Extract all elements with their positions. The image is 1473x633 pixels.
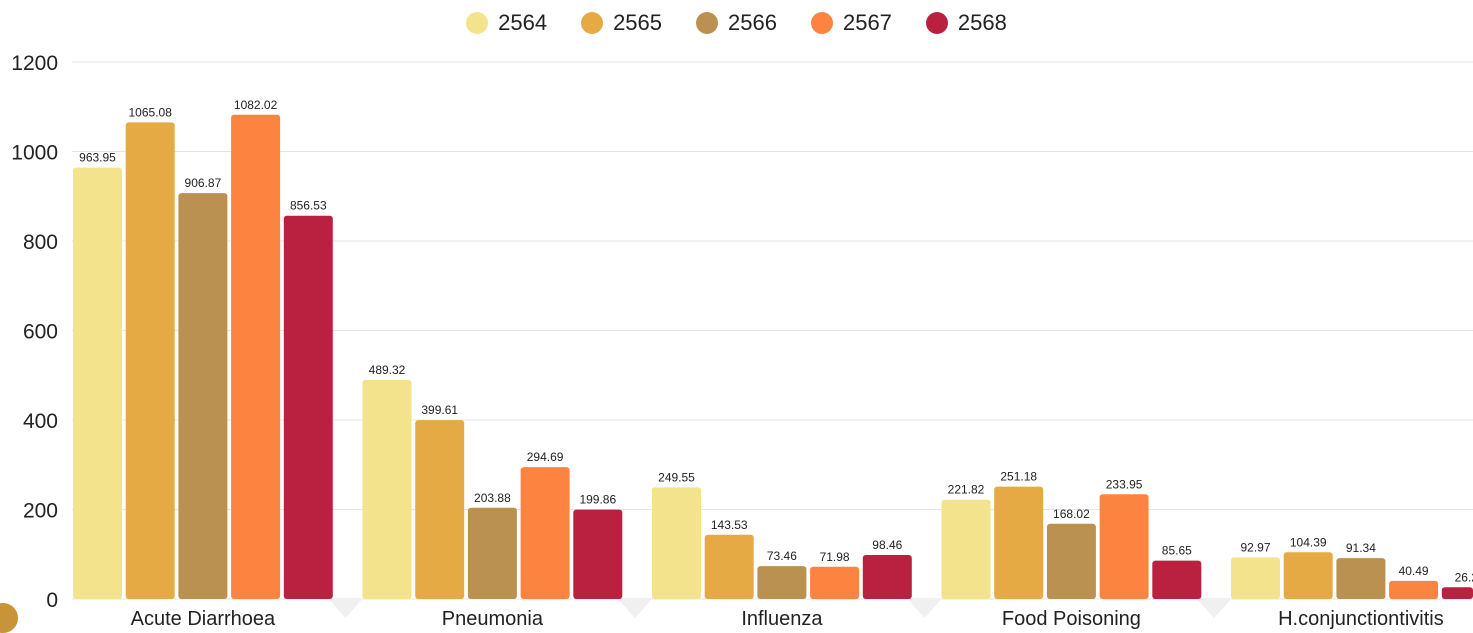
bar-2568-3 <box>1152 560 1202 599</box>
data-label-2565-0: 1065.08 <box>129 105 173 119</box>
data-label-2567-0: 1082.02 <box>234 98 278 112</box>
data-label-2564-1: 489.32 <box>369 363 406 377</box>
group-separator-chevron <box>618 599 652 618</box>
y-tick-label-400: 400 <box>23 410 58 433</box>
bar-2565-1 <box>415 420 465 599</box>
data-label-2568-4: 26.2 <box>1455 570 1473 584</box>
y-tick-label-200: 200 <box>23 500 58 523</box>
bar-2564-2 <box>652 487 701 599</box>
data-label-2566-4: 91.34 <box>1346 541 1376 555</box>
bar-2565-3 <box>994 486 1044 599</box>
bar-2564-4 <box>1231 557 1280 599</box>
legend-swatch-2566 <box>696 12 719 34</box>
bar-2566-1 <box>467 507 517 599</box>
x-category-label-2: Influenza <box>741 608 823 629</box>
data-label-2566-2: 73.46 <box>767 549 797 563</box>
data-label-2568-1: 199.86 <box>579 493 616 507</box>
y-tick-label-1200: 1200 <box>11 52 58 75</box>
bar-2568-1 <box>573 509 623 599</box>
bar-2566-4 <box>1336 558 1386 599</box>
y-tick-label-600: 600 <box>23 321 58 344</box>
bar-2567-3 <box>1099 494 1149 599</box>
data-label-2567-3: 233.95 <box>1106 477 1143 491</box>
data-label-2567-2: 71.98 <box>820 550 850 564</box>
legend-item-2564[interactable]: 2564 <box>466 10 547 36</box>
y-tick-label-800: 800 <box>23 231 58 254</box>
legend-item-2567[interactable]: 2567 <box>810 10 892 36</box>
bar-2565-2 <box>704 534 754 599</box>
bar-2567-0 <box>231 114 281 599</box>
data-label-2564-2: 249.55 <box>658 470 695 484</box>
data-label-2568-0: 856.53 <box>290 199 327 213</box>
bar-2568-4 <box>1441 587 1473 599</box>
y-tick-label-0: 0 <box>46 589 58 612</box>
legend-label-2568: 2568 <box>957 10 1007 35</box>
legend-label-2567: 2567 <box>842 10 892 35</box>
data-label-2568-3: 85.65 <box>1162 544 1192 558</box>
data-label-2566-3: 168.02 <box>1053 507 1090 521</box>
x-category-label-3: Food Poisoning <box>1002 608 1141 629</box>
bar-2568-0 <box>283 215 333 599</box>
legend-swatch-2568 <box>925 12 948 34</box>
y-tick-label-1000: 1000 <box>11 142 58 165</box>
legend-item-2568[interactable]: 2568 <box>925 10 1007 36</box>
bar-2564-0 <box>73 167 122 599</box>
x-category-label-1: Pneumonia <box>442 608 544 629</box>
bar-2566-3 <box>1046 523 1096 599</box>
data-label-2566-1: 203.88 <box>474 491 511 505</box>
legend-swatch-2564 <box>466 12 489 34</box>
legend-label-2564: 2564 <box>498 10 548 35</box>
bar-2565-4 <box>1283 552 1333 599</box>
data-label-2565-3: 251.18 <box>1000 470 1037 484</box>
bar-2564-1 <box>362 380 412 599</box>
data-label-2565-1: 399.61 <box>421 403 458 417</box>
data-label-2564-0: 963.95 <box>79 151 116 165</box>
data-label-2567-4: 40.49 <box>1399 564 1429 578</box>
legend-swatch-2567 <box>810 12 833 34</box>
bar-2566-2 <box>757 566 807 599</box>
legend-label-2565: 2565 <box>613 10 663 35</box>
bar-2567-4 <box>1389 580 1439 599</box>
data-label-2564-4: 92.97 <box>1240 540 1270 554</box>
bar-2565-0 <box>125 122 175 599</box>
legend-item-2566[interactable]: 2566 <box>696 10 777 36</box>
group-separator-chevron <box>1197 599 1231 618</box>
bar-2566-0 <box>178 193 228 600</box>
legend-label-2566: 2566 <box>728 10 777 35</box>
bar-2567-2 <box>810 566 860 599</box>
bar-2567-1 <box>520 467 570 599</box>
data-label-2567-1: 294.69 <box>527 450 564 464</box>
legend-swatch-2565 <box>581 12 604 34</box>
data-label-2565-4: 104.39 <box>1290 535 1327 549</box>
corner-logo-icon <box>0 603 18 633</box>
x-category-label-4: H.conjunctiontivitis <box>1278 608 1444 629</box>
data-label-2566-0: 906.87 <box>185 176 222 190</box>
bar-2564-3 <box>941 499 991 599</box>
legend-item-2565[interactable]: 2565 <box>581 10 662 36</box>
data-label-2565-2: 143.53 <box>711 518 748 532</box>
group-separator-chevron <box>907 599 942 618</box>
data-label-2568-2: 98.46 <box>872 538 902 552</box>
data-label-2564-3: 221.82 <box>948 483 985 497</box>
x-category-label-0: Acute Diarrhoea <box>131 608 276 629</box>
group-separator-chevron <box>328 599 363 618</box>
chart-legend: 2564 2565 2566 2567 2568 <box>0 10 1473 36</box>
bar-2568-2 <box>862 554 912 599</box>
